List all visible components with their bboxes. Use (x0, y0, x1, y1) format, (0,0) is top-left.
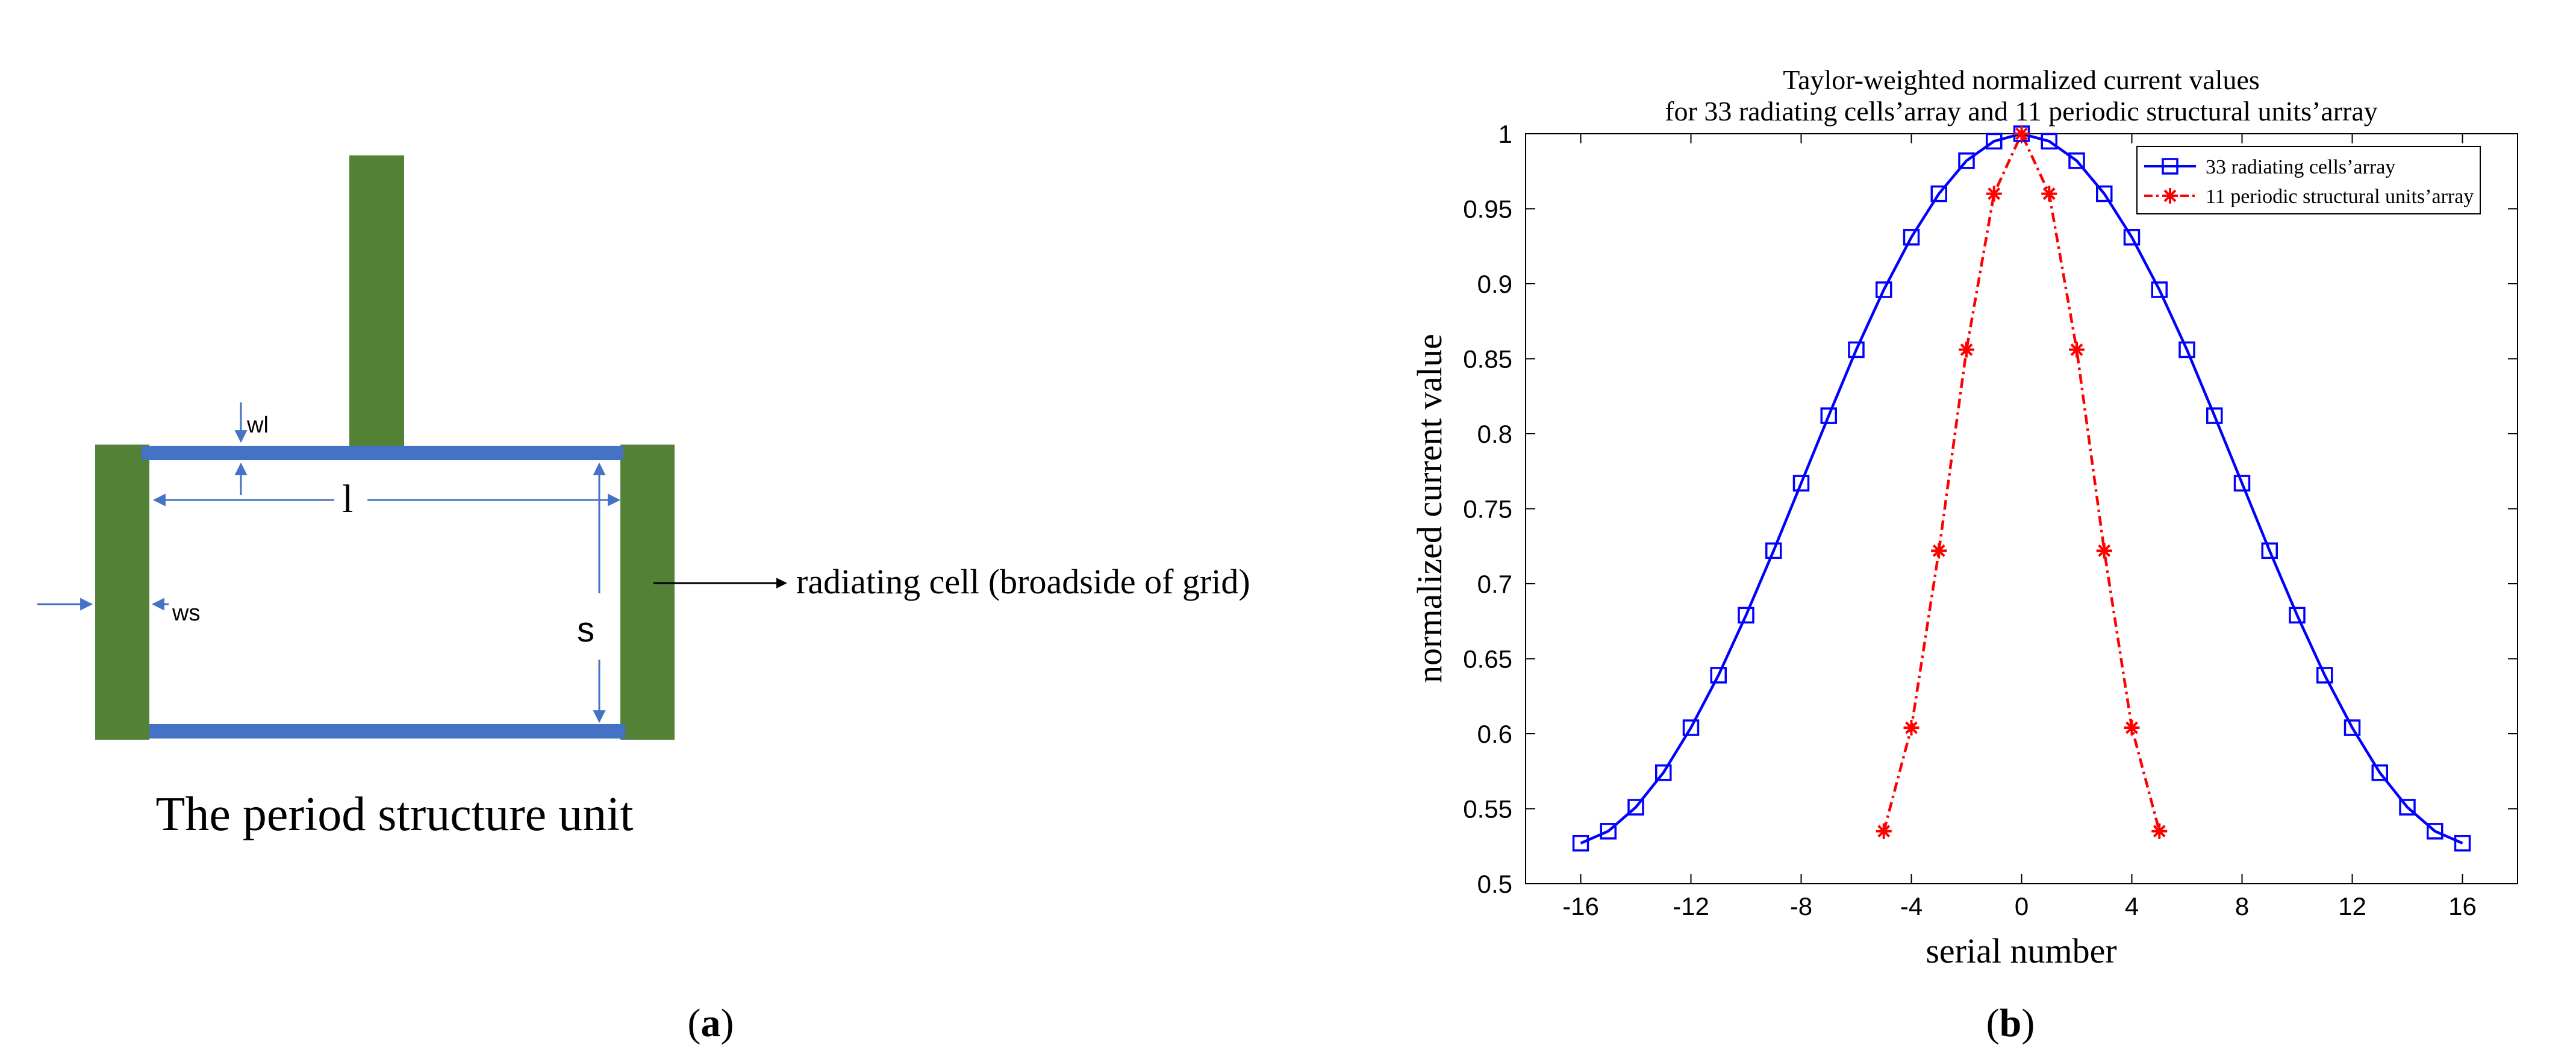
left-green-bar (95, 445, 149, 740)
data-point-series-1 (1820, 407, 1837, 424)
feed-line (349, 155, 404, 451)
y-ticks: 0.5 0.55 0.6 0.65 0.7 0.75 0.8 0.85 0.9 0.95 1 (1463, 120, 2518, 898)
legend-label-series-1: 33 radiating cells’array (2206, 156, 2395, 178)
series-markers (1572, 125, 2471, 852)
x-tick-label: 8 (2235, 892, 2249, 920)
data-point-series-1 (1876, 281, 1892, 298)
x-tick-label: -8 (1790, 892, 1812, 920)
y-tick-label: 0.5 (1477, 870, 1512, 898)
y-tick-label: 0.55 (1463, 795, 1512, 823)
data-point-series-2 (2124, 720, 2140, 736)
x-tick-label: -12 (1673, 892, 1709, 920)
panel-a-diagram: wl l ws s radiating cell (broadside of g… (37, 155, 1250, 1045)
l-label: l (342, 477, 353, 521)
data-point-series-1 (1655, 764, 1672, 781)
panel-a-letter-text: a (701, 1001, 721, 1045)
data-point-series-2 (2151, 823, 2168, 839)
chart-title-line2: for 33 radiating cells’array and 11 peri… (1665, 96, 2378, 127)
data-point-series-1 (2233, 475, 2251, 492)
plot-area (1525, 133, 2518, 884)
x-tick-label: -4 (1900, 892, 1923, 920)
panel-b-letter: (b) (1986, 1001, 2035, 1045)
x-axis-label: serial number (1926, 931, 2116, 970)
x-tick-label: 16 (2448, 892, 2477, 920)
legend-marker-series-2 (2162, 188, 2178, 204)
panel-a-letter: (a) (688, 1001, 734, 1045)
top-blue-strip (142, 446, 623, 460)
data-point-series-1 (2316, 667, 2333, 684)
data-point-series-1 (1792, 475, 1810, 492)
data-point-series-1 (2041, 133, 2057, 150)
legend-box (2136, 146, 2481, 214)
data-point-series-2 (1931, 543, 1947, 559)
chart-title-line1: Taylor-weighted normalized current value… (1783, 64, 2260, 95)
data-point-series-1 (2427, 823, 2443, 840)
data-point-series-1 (1903, 229, 1920, 246)
data-point-series-1 (1958, 152, 1975, 169)
data-point-series-1 (1710, 667, 1727, 684)
data-point-series-2 (1959, 342, 1974, 358)
x-tick-label: 12 (2338, 892, 2366, 920)
data-point-series-2 (1876, 823, 1892, 839)
x-tick-label: 4 (2125, 892, 2139, 920)
y-tick-label: 0.75 (1463, 495, 1512, 523)
data-point-series-1 (2289, 607, 2306, 624)
panel-b-letter-text: b (2000, 1001, 2022, 1045)
bottom-blue-strip (149, 724, 625, 739)
data-point-series-1 (1765, 542, 1782, 559)
y-tick-label: 0.8 (1477, 420, 1512, 448)
data-point-series-1 (2261, 542, 2278, 559)
data-point-series-1 (1986, 133, 2003, 150)
x-tick-label: -16 (1562, 892, 1599, 920)
data-point-series-2 (1903, 720, 1920, 736)
panel-a-caption: The period structure unit (155, 788, 633, 841)
ws-label: ws (172, 601, 200, 626)
data-point-series-1 (2371, 764, 2388, 781)
data-point-series-1 (2399, 799, 2416, 816)
data-point-series-2 (2041, 186, 2057, 202)
data-point-series-1 (2123, 229, 2141, 246)
data-point-series-2 (2013, 126, 2030, 142)
data-point-series-1 (2178, 341, 2195, 358)
data-point-series-1 (2151, 281, 2168, 298)
y-tick-label: 0.95 (1463, 195, 1512, 223)
data-point-series-1 (1682, 719, 1700, 736)
y-tick-label: 0.7 (1477, 570, 1512, 598)
y-tick-label: 0.85 (1463, 345, 1512, 373)
x-ticks: -16 -12 -8 -4 0 4 8 12 16 (1562, 134, 2477, 920)
data-point-series-2 (1986, 186, 2002, 202)
legend-marker-series-1 (2162, 158, 2178, 175)
data-point-series-1 (1930, 185, 1947, 202)
y-axis-label: normalized current value (1410, 334, 1449, 683)
y-tick-label: 0.65 (1463, 645, 1512, 673)
data-point-series-1 (2096, 185, 2113, 202)
x-tick-label: 0 (2015, 892, 2029, 920)
data-point-series-2 (2069, 342, 2085, 358)
data-point-series-1 (1848, 341, 1865, 358)
annotation-text: radiating cell (broadside of grid) (796, 562, 1250, 601)
legend-label-series-2: 11 periodic structural units’array (2206, 186, 2474, 208)
y-tick-label: 0.6 (1477, 720, 1512, 748)
wl-label: wl (246, 413, 269, 438)
data-point-series-1 (2344, 719, 2361, 736)
y-tick-label: 1 (1499, 120, 1512, 148)
series-line-2 (1882, 130, 2161, 832)
s-label: s (577, 610, 594, 649)
legend: 33 radiating cells’array 11 periodic str… (2136, 146, 2481, 214)
data-point-series-1 (2454, 835, 2471, 852)
y-tick-label: 0.9 (1477, 270, 1512, 298)
data-point-series-2 (2096, 543, 2112, 559)
data-point-series-1 (2068, 152, 2085, 169)
data-point-series-1 (1627, 799, 1644, 816)
data-point-series-1 (2206, 407, 2223, 424)
right-green-bar (620, 445, 675, 740)
data-point-series-1 (1738, 607, 1754, 624)
chart: -16 -12 -8 -4 0 4 8 12 16 0.50.550.60.650.70.750… (1410, 64, 2518, 1045)
data-point-series-1 (1572, 835, 1589, 852)
data-point-series-1 (1600, 823, 1617, 840)
